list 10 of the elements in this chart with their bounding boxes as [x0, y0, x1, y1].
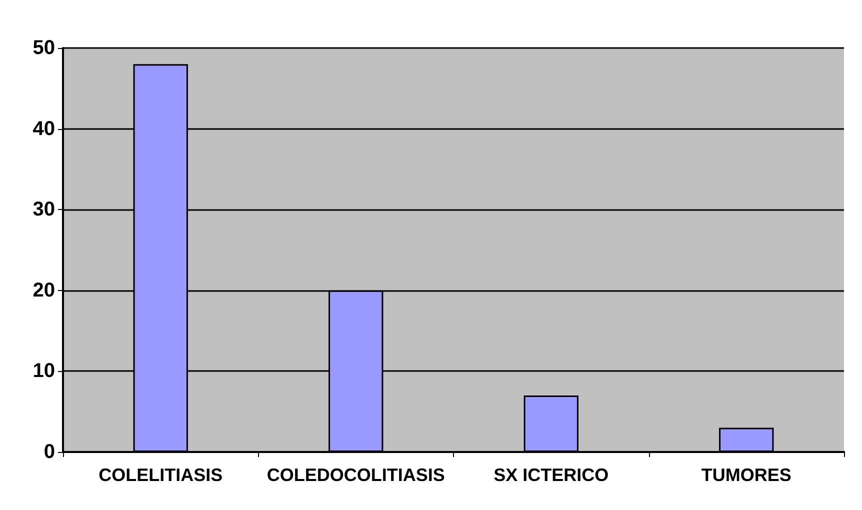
y-tick-label: 50: [32, 37, 55, 59]
y-tick-label: 10: [32, 360, 55, 382]
y-tick-label: 40: [32, 118, 55, 140]
y-tick-label: 0: [44, 441, 55, 463]
y-tick-label: 20: [32, 279, 55, 302]
x-tick-label: SX ICTERICO: [494, 465, 609, 485]
x-tick-label: TUMORES: [701, 465, 792, 485]
x-tick-label: COLEDOCOLITIASIS: [266, 465, 445, 485]
x-tick-label: COLELITIASIS: [98, 465, 223, 485]
y-tick-label: 30: [32, 198, 55, 221]
